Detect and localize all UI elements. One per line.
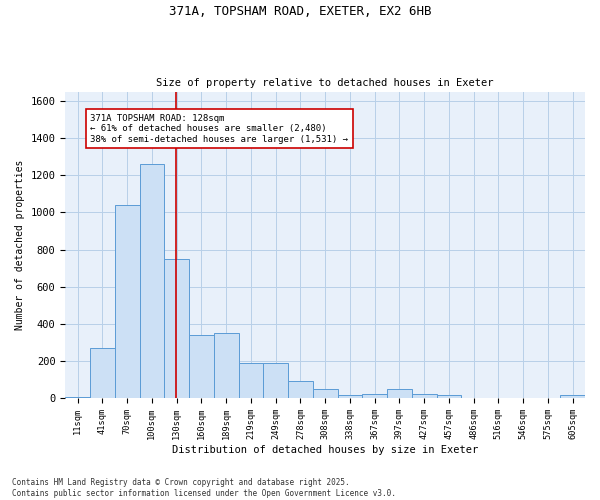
Bar [90,348,115,398]
Text: Contains HM Land Registry data © Crown copyright and database right 2025.
Contai: Contains HM Land Registry data © Crown c… [12,478,396,498]
Bar [387,389,412,398]
Bar [437,394,461,398]
X-axis label: Distribution of detached houses by size in Exeter: Distribution of detached houses by size … [172,445,478,455]
Bar [164,259,189,398]
Y-axis label: Number of detached properties: Number of detached properties [15,160,25,330]
Bar [362,394,387,398]
Bar [239,363,263,398]
Bar [313,389,338,398]
Bar [560,396,585,398]
Bar [115,205,140,398]
Bar [263,363,288,398]
Bar [288,380,313,398]
Text: 371A, TOPSHAM ROAD, EXETER, EX2 6HB: 371A, TOPSHAM ROAD, EXETER, EX2 6HB [169,5,431,18]
Bar [214,333,239,398]
Bar [140,164,164,398]
Title: Size of property relative to detached houses in Exeter: Size of property relative to detached ho… [157,78,494,88]
Text: 371A TOPSHAM ROAD: 128sqm
← 61% of detached houses are smaller (2,480)
38% of se: 371A TOPSHAM ROAD: 128sqm ← 61% of detac… [90,114,348,144]
Bar [189,335,214,398]
Bar [412,394,437,398]
Bar [338,394,362,398]
